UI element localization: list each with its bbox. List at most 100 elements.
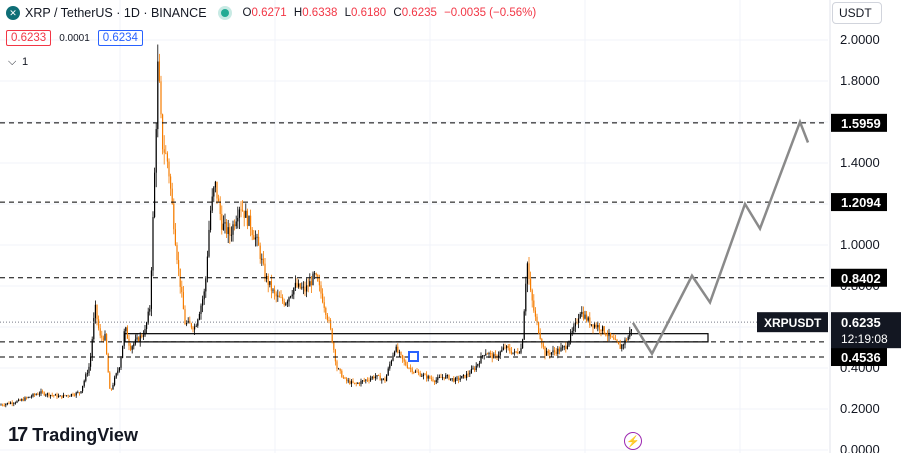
candle-body [392,355,394,361]
candle-body [206,256,208,279]
candle-body [155,129,157,173]
candle-body [437,377,439,380]
currency-button[interactable]: USDT [832,2,882,24]
candle-body [45,394,47,396]
candle-body [469,373,471,375]
candle-body [573,326,575,331]
price-change: −0.0035 (−0.56%) [444,7,537,19]
candle-body [373,376,375,379]
candle-body [322,293,324,303]
candle-body [205,278,207,292]
candle-body [77,392,79,394]
y-tick-label: 1.0000 [840,237,880,252]
candle-body [75,392,77,396]
candle-body [557,348,559,354]
candle-body [323,302,325,308]
candle-body [406,365,408,368]
candle-body [506,346,508,349]
candle-body [61,395,63,398]
candle-body [282,297,284,302]
candle-body [86,373,88,375]
candle-body [74,395,76,397]
candle-body [102,337,104,341]
candle-body [603,326,605,334]
candle-body [184,309,186,325]
candle-body [574,322,576,327]
candle-body [565,346,567,349]
candle-body [117,370,119,374]
candle-body [386,375,388,382]
candle-body [35,394,37,396]
candle-body [344,377,346,379]
candle-body [493,354,495,359]
candle-body [286,301,288,304]
candle-body [34,393,36,395]
candle-body [13,403,15,405]
candle-body [525,283,527,312]
candle-body [326,315,328,321]
candle-body [269,281,271,285]
candle-body [429,376,431,379]
candle-body [288,297,290,302]
candle-body [192,327,194,330]
candle-body [502,347,504,350]
candle-body [310,281,312,286]
candle-body [381,379,383,381]
candle-body [142,335,144,337]
y-tick-label: 2.0000 [840,32,880,47]
candle-body [72,393,74,396]
candle-body [202,299,204,306]
candle-body [98,319,100,329]
candle-body [616,339,618,343]
candle-body [518,352,520,354]
candle-body [138,337,140,342]
spread-value: 0.0001 [59,32,90,44]
candle-body [587,317,589,321]
candle-body [66,395,68,397]
candle-body [346,378,348,381]
candle-body [336,361,338,369]
lightning-icon[interactable]: ⚡ [624,432,642,450]
candle-body [443,377,445,379]
candle-body [600,329,602,332]
candle-body [411,368,413,373]
candle-body [245,210,247,218]
candle-body [141,335,143,337]
candle-body [93,318,95,340]
candle-body [622,344,624,346]
candle-body [549,353,551,355]
candle-body [94,304,96,319]
symbol-title[interactable]: XRP / TetherUS · 1D · BINANCE [25,6,207,20]
candle-body [382,378,384,380]
indicator-count: 1 [22,56,29,68]
candle-body [426,374,428,379]
candle-body [358,382,360,385]
candle-body [512,352,514,354]
candle-body [278,295,280,298]
sell-price-button[interactable]: 0.6233 [6,30,52,46]
level-label-bg [831,268,887,287]
buy-price-button[interactable]: 0.6234 [97,30,143,46]
candle-body [584,314,586,319]
candle-body [237,217,239,222]
candle-body [451,378,453,380]
candle-body [6,402,8,404]
chevron-down-icon: ⌵ [8,56,17,68]
level-label-bg [831,348,887,367]
candle-body [131,346,133,350]
candle-body [232,224,234,235]
candle-body [613,337,615,340]
candle-body [555,351,557,354]
candle-body [48,393,50,397]
candle-body [363,380,365,382]
indicators-toggle[interactable]: ⌵ 1 [8,56,28,69]
candle-body [19,399,21,401]
candle-body [187,320,189,323]
candle-body [173,203,175,230]
candle-body [430,378,432,380]
candle-body [379,375,381,381]
drawing-anchor-handle[interactable] [408,351,419,362]
candle-body [152,217,154,271]
tradingview-logo[interactable]: 17 TradingView [8,424,138,447]
